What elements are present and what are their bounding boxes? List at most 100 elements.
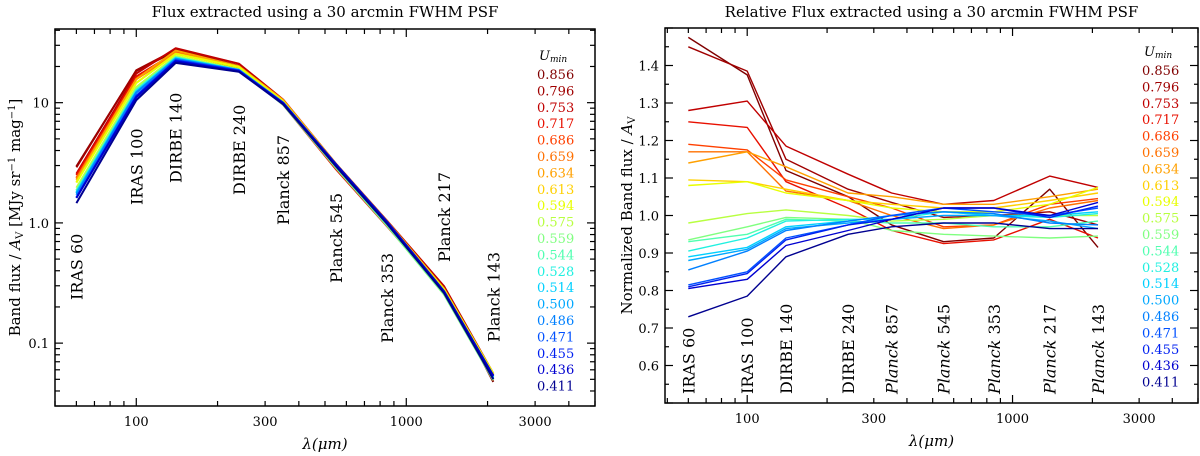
y-axis-label-part: mag [6, 119, 24, 157]
legend-entry: 0.796 [537, 84, 574, 99]
x-tick-label: 100 [735, 412, 760, 427]
band-label: Planck 857 [883, 304, 902, 395]
y-axis-label-part: A [618, 124, 636, 137]
legend-entry: 0.659 [537, 150, 574, 165]
legend-entry: 0.500 [537, 298, 574, 313]
y-axis-label: Normalized Band flux / AV [618, 116, 638, 315]
x-tick-label: 1000 [390, 415, 423, 430]
x-tick-label: 100 [124, 415, 149, 430]
y-tick-label: 1.2 [638, 135, 659, 150]
band-label-frequency: 857 [883, 304, 902, 340]
y-axis-label: Band flux / AV [MJy sr−1 mag−1] [6, 99, 26, 337]
band-label: Planck 217 [435, 172, 454, 262]
legend-entry: 0.559 [537, 232, 574, 247]
legend-entry: 0.753 [537, 101, 574, 116]
legend-entry: 0.856 [1142, 64, 1179, 79]
x-tick-label: 3000 [1123, 412, 1156, 427]
series-line-0.436 [688, 201, 1099, 290]
y-axis-label-part: Band flux / [6, 250, 24, 337]
legend-entry: 0.436 [537, 363, 574, 378]
series-line-0.411 [75, 61, 495, 380]
band-label: IRAS 100 [127, 128, 146, 205]
legend-entry: 0.411 [537, 380, 574, 395]
legend-title-sub: min [550, 55, 567, 65]
chart-panel-2: Relative Flux extracted using a 30 arcmi… [618, 3, 1199, 450]
legend-title-main: U [539, 49, 551, 64]
chart-title: Flux extracted using a 30 arcmin FWHM PS… [152, 3, 499, 21]
y-tick-label: 0.9 [638, 247, 659, 262]
band-label: Planck 143 [1089, 304, 1108, 395]
y-axis-label-part: A [6, 239, 24, 252]
legend-entry: 0.659 [1142, 146, 1179, 161]
y-axis-label-part: −1 [7, 157, 18, 172]
band-label-frequency: 545 [935, 304, 954, 340]
y-tick-label: 10 [32, 97, 49, 112]
legend-entry: 0.455 [1142, 343, 1179, 358]
legend-entry: 0.575 [537, 216, 574, 231]
y-tick-label: 1.1 [638, 172, 659, 187]
band-label: Planck 353 [985, 304, 1004, 395]
legend-entry: 0.544 [537, 248, 574, 263]
y-tick-label: 1.0 [28, 217, 49, 232]
y-tick-label: 0.1 [28, 337, 49, 352]
y-tick-label: 0.6 [638, 360, 659, 375]
band-label-instrument: Planck [1089, 340, 1108, 395]
band-label-frequency: 353 [985, 304, 1004, 340]
x-axis-label: λ(μm) [301, 435, 347, 453]
legend-entry: 0.856 [537, 68, 574, 83]
band-label: IRAS 100 [738, 317, 757, 394]
legend-title: Umin [539, 49, 567, 65]
series-line-0.753 [688, 100, 1099, 206]
band-label: DIRBE 140 [167, 93, 186, 183]
chart-title: Relative Flux extracted using a 30 arcmi… [725, 3, 1139, 21]
legend-entry: 0.528 [1142, 261, 1179, 276]
band-label: IRAS 60 [67, 234, 86, 300]
band-label: DIRBE 240 [230, 105, 249, 195]
band-label-frequency: 143 [1089, 304, 1108, 340]
band-label: DIRBE 140 [777, 304, 796, 394]
legend-title: Umin [1144, 45, 1172, 61]
legend-entry: 0.717 [1142, 113, 1179, 128]
y-tick-label: 1.4 [638, 60, 659, 75]
legend-entry: 0.500 [1142, 294, 1179, 309]
series-line-0.411 [688, 222, 1098, 318]
y-tick-label: 0.7 [638, 322, 659, 337]
legend-entry: 0.544 [1142, 244, 1179, 259]
series-line-0.613 [688, 179, 1099, 209]
legend-entry: 0.411 [1142, 376, 1179, 391]
band-label-instrument: Planck [935, 340, 954, 395]
x-tick-label: 1000 [996, 412, 1029, 427]
legend-entry: 0.594 [1142, 195, 1179, 210]
legend-entry: 0.686 [537, 134, 574, 149]
band-label-frequency: 217 [1041, 304, 1060, 340]
band-label: Planck 857 [274, 135, 293, 225]
series-line-0.856 [687, 36, 1099, 248]
legend-entry: 0.717 [537, 117, 574, 132]
legend-entry: 0.486 [1142, 310, 1179, 325]
x-tick-label: 300 [253, 415, 278, 430]
y-axis-label-part: V [627, 116, 638, 125]
y-axis-label-part: Normalized Band flux / [618, 135, 636, 315]
band-label: Planck 545 [935, 304, 954, 395]
legend-title-main: U [1144, 45, 1156, 60]
legend-entry: 0.753 [1142, 97, 1179, 112]
y-axis-label-part: ] [6, 99, 24, 105]
y-tick-label: 1.3 [638, 97, 659, 112]
band-label: Planck 143 [484, 252, 503, 342]
band-label-instrument: Planck [1041, 340, 1060, 395]
legend-entry: 0.575 [1142, 212, 1179, 227]
band-label: IRAS 60 [679, 328, 698, 394]
band-label-instrument: Planck [985, 340, 1004, 395]
x-tick-label: 3000 [519, 415, 552, 430]
legend-entry: 0.594 [537, 199, 574, 214]
legend-entry: 0.528 [537, 265, 574, 280]
y-tick-label: 0.8 [638, 285, 659, 300]
band-label: Planck 545 [327, 193, 346, 283]
legend-entry: 0.559 [1142, 228, 1179, 243]
plot-frame [54, 28, 596, 407]
legend-entry: 0.436 [1142, 359, 1179, 374]
band-label-instrument: Planck [883, 340, 902, 395]
legend-title-sub: min [1155, 51, 1172, 61]
legend-entry: 0.514 [537, 281, 574, 296]
